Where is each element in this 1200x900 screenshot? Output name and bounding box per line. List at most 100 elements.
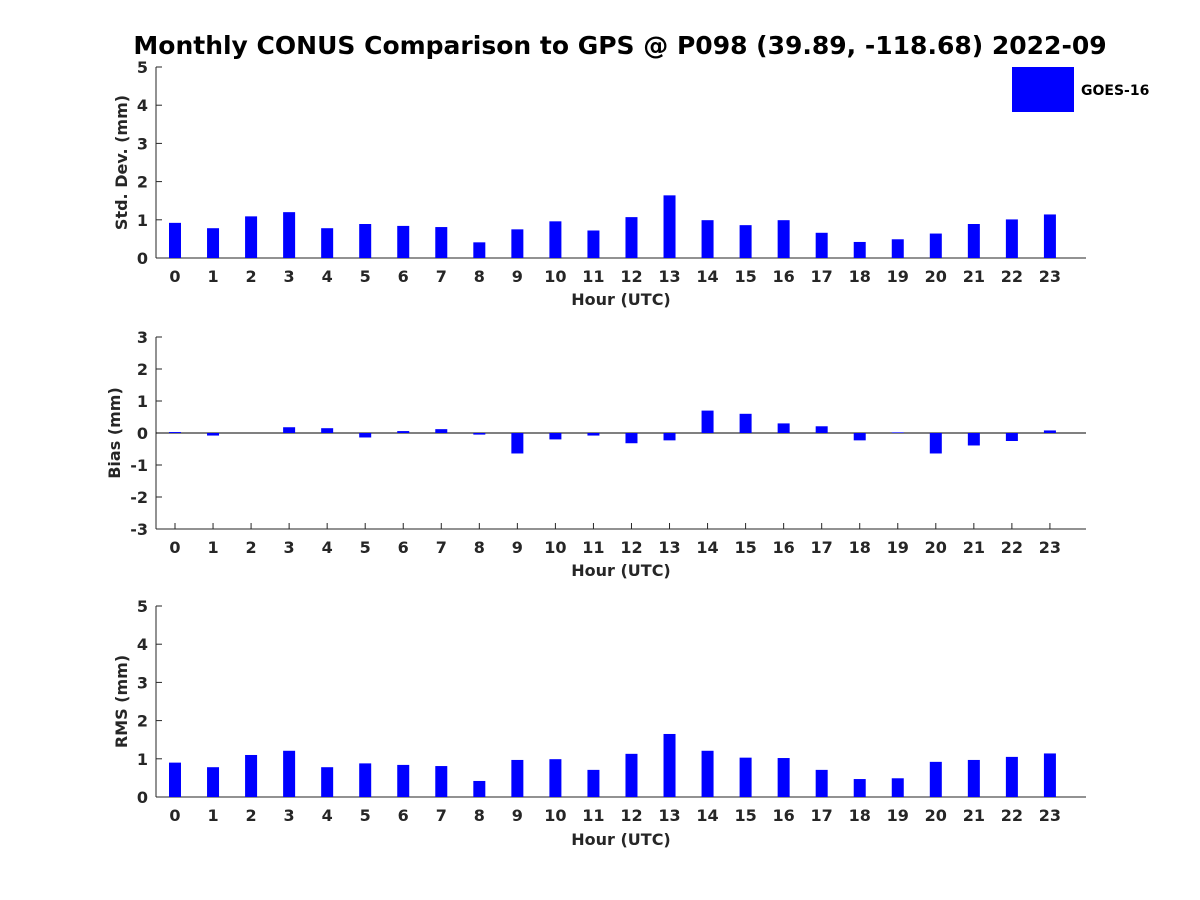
x-tick-label: 11 [582,267,604,286]
y-tick-label: 4 [137,96,148,115]
legend: GOES-16 [1012,67,1149,112]
bar [169,762,181,797]
bar [1043,430,1056,433]
x-tick-label: 17 [811,267,833,286]
bar [435,227,448,258]
x-tick-label: 1 [207,538,218,557]
bar [549,433,562,440]
y-tick-label: 1 [137,211,148,230]
x-tick-label: 9 [512,267,523,286]
bar [853,241,866,258]
bar [625,433,638,444]
bar [283,750,296,797]
x-axis-label: Hour (UTC) [571,290,671,309]
x-tick-label: 3 [284,267,295,286]
bar [663,195,676,258]
y-tick-label: 3 [137,673,148,692]
bar [815,769,828,797]
bar [283,427,296,433]
bar [587,433,600,436]
x-tick-label: 9 [512,538,523,557]
bar [321,767,334,797]
x-tick-label: 0 [169,267,180,286]
x-tick-label: 14 [696,806,718,825]
x-tick-label: 0 [169,806,180,825]
x-tick-label: 18 [849,806,871,825]
y-tick-label: 5 [137,597,148,616]
x-axis-label: Hour (UTC) [571,830,671,849]
bar [1043,753,1056,797]
x-tick-label: 12 [620,806,642,825]
x-tick-label: 19 [887,538,909,557]
chart-title: Monthly CONUS Comparison to GPS @ P098 (… [133,31,1106,60]
y-tick-label: 2 [137,712,148,731]
x-tick-label: 13 [658,538,680,557]
bar [359,433,372,438]
bar [701,750,714,797]
x-tick-label: 0 [169,538,180,557]
x-tick-label: 12 [620,267,642,286]
x-tick-label: 10 [544,806,566,825]
bar [1043,214,1056,258]
bar [739,225,752,258]
bar [663,433,676,441]
y-tick-label: 0 [137,249,148,268]
x-axis-label: Hour (UTC) [571,561,671,580]
x-tick-label: 16 [773,806,795,825]
x-tick-label: 10 [544,538,566,557]
bar [169,222,181,258]
bar [207,433,220,436]
x-tick-label: 20 [925,267,947,286]
bar [549,759,562,797]
bar [967,433,980,446]
x-tick-label: 14 [696,267,718,286]
x-tick-label: 11 [582,806,604,825]
y-axis-label: Bias (mm) [105,387,124,479]
bar [663,733,676,797]
x-tick-label: 19 [887,267,909,286]
bar [701,220,714,258]
bar [359,224,372,258]
bar [929,433,942,454]
bar [891,239,904,258]
bar [739,757,752,797]
y-tick-label: 3 [137,134,148,153]
bar [435,429,448,433]
bar [473,433,486,435]
x-tick-label: 2 [246,267,257,286]
x-tick-label: 20 [925,538,947,557]
bar [1005,756,1018,797]
bar [359,763,372,797]
x-tick-label: 23 [1039,267,1061,286]
bar [625,753,638,797]
y-axis-label: Std. Dev. (mm) [112,95,131,230]
x-tick-label: 15 [734,267,756,286]
bar [967,759,980,797]
bar [587,230,600,258]
x-tick-label: 21 [963,267,985,286]
bar [739,413,752,433]
x-tick-label: 4 [322,538,333,557]
x-tick-label: 5 [360,267,371,286]
x-tick-label: 5 [360,538,371,557]
x-tick-label: 12 [620,538,642,557]
bar [473,242,486,258]
bar [967,224,980,258]
bar [625,217,638,258]
bar [473,780,486,797]
x-tick-label: 2 [246,538,257,557]
y-tick-label: 5 [137,58,148,77]
x-tick-label: 8 [474,806,485,825]
x-tick-label: 13 [658,267,680,286]
x-tick-label: 15 [734,538,756,557]
x-tick-label: 2 [246,806,257,825]
x-tick-label: 7 [436,806,447,825]
bar [701,410,714,433]
x-tick-label: 7 [436,267,447,286]
x-tick-label: 16 [773,538,795,557]
bar [777,220,790,258]
bar [891,778,904,797]
x-tick-label: 19 [887,806,909,825]
x-tick-label: 8 [474,267,485,286]
